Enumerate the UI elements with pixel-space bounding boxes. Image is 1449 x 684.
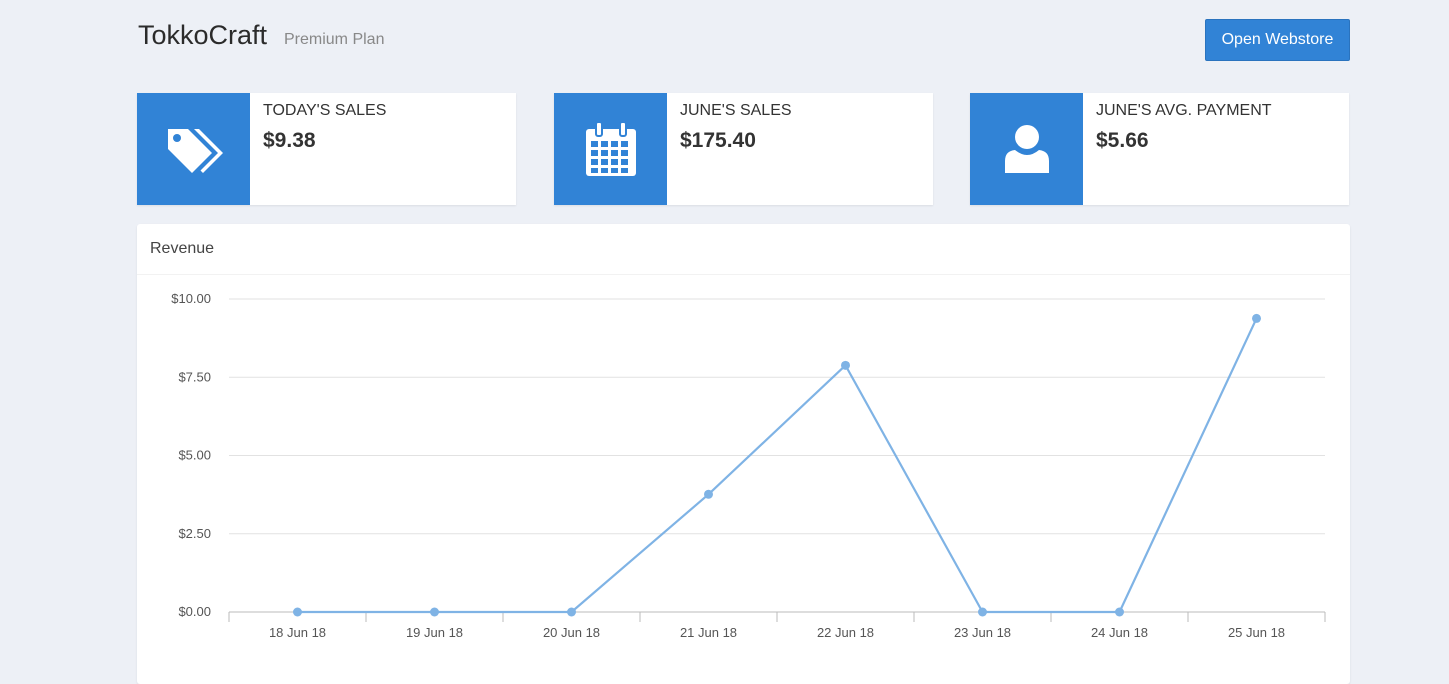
series-line	[297, 317, 1258, 614]
x-tick-label: 18 Jun 18	[269, 625, 326, 640]
brand-name: TokkoCraft	[138, 20, 268, 50]
x-tick-label: 21 Jun 18	[680, 625, 737, 640]
stat-label: TODAY'S SALES	[263, 102, 387, 119]
data-point	[430, 607, 439, 617]
x-tick-label: 23 Jun 18	[954, 625, 1011, 640]
open-webstore-button[interactable]: Open Webstore	[1205, 19, 1350, 61]
y-tick-label: $7.50	[178, 369, 211, 384]
y-tick-label: $2.50	[178, 526, 211, 541]
data-point	[567, 607, 576, 617]
data-point	[704, 489, 713, 499]
y-tick-label: $5.00	[178, 448, 211, 463]
user-icon	[1004, 125, 1049, 173]
data-point	[978, 607, 987, 617]
stat-icon-box	[554, 93, 667, 205]
x-tick-label: 20 Jun 18	[543, 625, 600, 640]
stat-label: JUNE'S SALES	[680, 102, 792, 119]
stat-value: $5.66	[1096, 129, 1149, 152]
calendar-icon	[585, 121, 636, 176]
x-tick-label: 25 Jun 18	[1228, 625, 1285, 640]
stat-value: $175.40	[680, 129, 756, 152]
revenue-panel: Revenue $0.00 $2.50 $5.00 $7.50 $10.00 18 Jun…	[137, 224, 1350, 684]
stat-card-avg-payment: JUNE'S AVG. PAYMENT $5.66	[970, 93, 1349, 205]
plan-label: Premium Plan	[284, 31, 385, 48]
x-tick-label: 19 Jun 18	[406, 625, 463, 640]
stat-icon-box	[970, 93, 1083, 205]
y-tick-label: $0.00	[178, 604, 211, 619]
data-point	[293, 607, 302, 617]
stat-icon-box	[137, 93, 250, 205]
stat-card-june-sales: JUNE'S SALES $175.40	[554, 93, 933, 205]
data-point	[1252, 313, 1261, 323]
revenue-chart: $0.00 $2.50 $5.00 $7.50 $10.00 18 Jun 18 19 Ju…	[171, 291, 1326, 640]
data-point	[1115, 607, 1124, 617]
y-tick-label: $10.00	[171, 291, 211, 306]
stat-label: JUNE'S AVG. PAYMENT	[1096, 102, 1272, 119]
stat-value: $9.38	[263, 129, 316, 152]
x-tick-label: 22 Jun 18	[817, 625, 874, 640]
x-tick-label: 24 Jun 18	[1091, 625, 1148, 640]
panel-title: Revenue	[150, 240, 215, 257]
stat-card-today-sales: TODAY'S SALES $9.38	[137, 93, 516, 205]
page-header: TokkoCraft Premium Plan Open Webstore	[138, 18, 1350, 62]
data-point	[841, 360, 850, 370]
tags-icon	[167, 129, 223, 173]
panel-header: Revenue	[137, 224, 1350, 275]
